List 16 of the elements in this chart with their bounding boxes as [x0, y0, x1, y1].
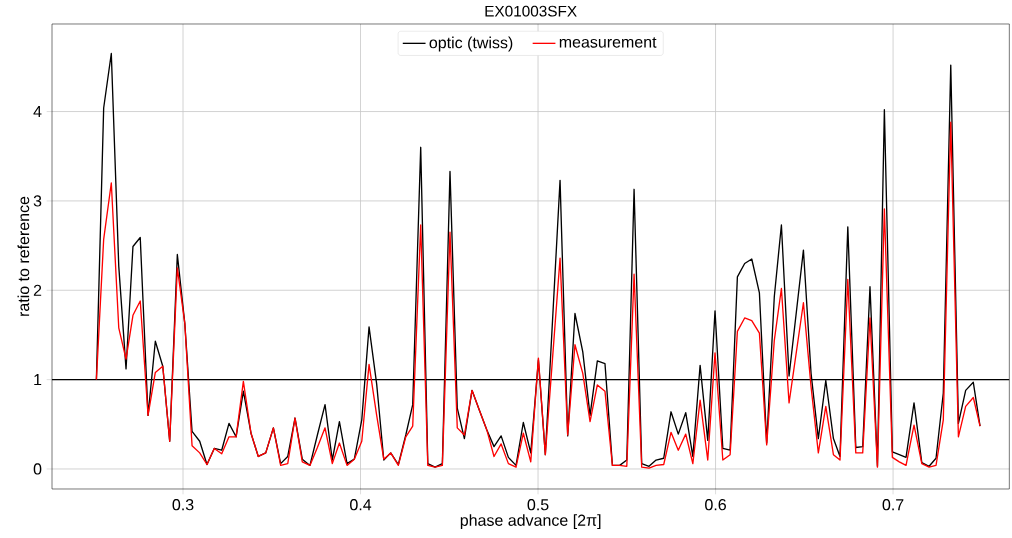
- y-tick-label: 4: [33, 106, 42, 118]
- x-tick-label: 0.4: [350, 499, 372, 511]
- x-tick-label: 0.5: [527, 499, 549, 511]
- x-tick-label: 0.3: [172, 499, 194, 511]
- legend-label: measurement: [559, 37, 657, 48]
- y-tick-label: 2: [33, 284, 42, 296]
- chart-title: EX01003SFX: [485, 5, 577, 17]
- line-series: [95, 121, 981, 469]
- legend-label: optic (twiss): [429, 36, 513, 52]
- x-tick-label: 0.6: [705, 499, 726, 511]
- x-tick-label: 0.7: [882, 499, 904, 511]
- y-tick-label: 1: [34, 374, 42, 386]
- y-tick-label: 3: [33, 195, 42, 207]
- y-axis-title: ratio to reference: [17, 196, 30, 316]
- x-axis-title: phase advance [2π]: [460, 514, 601, 530]
- y-tick-label: 0: [33, 463, 42, 475]
